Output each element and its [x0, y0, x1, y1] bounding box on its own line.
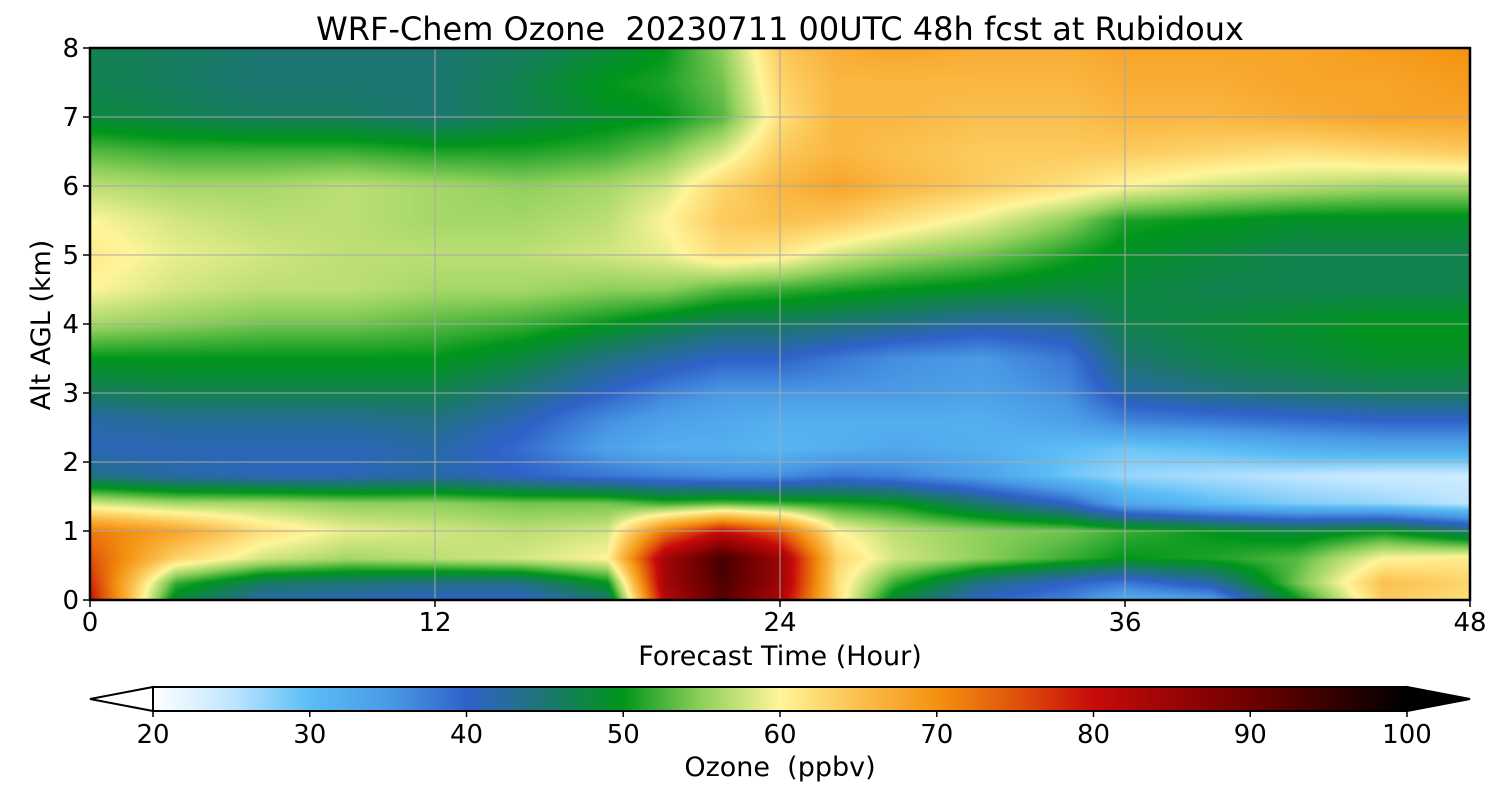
colorbar-under-extension: [89, 685, 154, 713]
colorbar-tick-label: 60: [763, 720, 796, 750]
chart-title: WRF-Chem Ozone 20230711 00UTC 48h fcst a…: [316, 10, 1244, 48]
colorbar-tick-label: 70: [920, 720, 953, 750]
colorbar-label: Ozone (ppbv): [684, 752, 875, 783]
colorbar-tick-label: 20: [136, 720, 169, 750]
y-axis-label: Alt AGL (km): [26, 240, 57, 411]
x-tick-label: 0: [82, 608, 99, 638]
colorbar-tick-label: 30: [293, 720, 326, 750]
x-axis-ticks: 0 12 24 36 48: [82, 600, 1487, 638]
y-tick-label: 2: [62, 448, 79, 478]
colorbar-tick-label: 90: [1234, 720, 1267, 750]
x-tick-label: 36: [1108, 608, 1141, 638]
y-tick-label: 0: [62, 586, 79, 616]
y-axis-ticks: 0 1 2 3 4 5 6 7 8: [62, 34, 90, 616]
x-tick-label: 48: [1453, 608, 1486, 638]
colorbar-tick-label: 80: [1077, 720, 1110, 750]
colorbar-tick-label: 50: [607, 720, 640, 750]
x-tick-label: 24: [763, 608, 796, 638]
y-tick-label: 6: [62, 172, 79, 202]
colorbar-tick-label: 40: [450, 720, 483, 750]
y-tick-label: 5: [62, 241, 79, 271]
x-axis-label: Forecast Time (Hour): [638, 641, 922, 672]
colorbar: 20 30 40 50 60 70 80 90 100: [89, 685, 1471, 750]
x-tick-label: 12: [418, 608, 451, 638]
colorbar-tick-label: 100: [1382, 720, 1432, 750]
colorbar-body: [152, 686, 1408, 712]
y-tick-label: 1: [62, 517, 79, 547]
colorbar-over-extension: [1406, 685, 1471, 713]
y-tick-label: 8: [62, 34, 79, 64]
y-tick-label: 3: [62, 379, 79, 409]
y-tick-label: 7: [62, 103, 79, 133]
y-tick-label: 4: [62, 310, 79, 340]
colorbar-ticks: 20 30 40 50 60 70 80 90 100: [136, 711, 1432, 750]
